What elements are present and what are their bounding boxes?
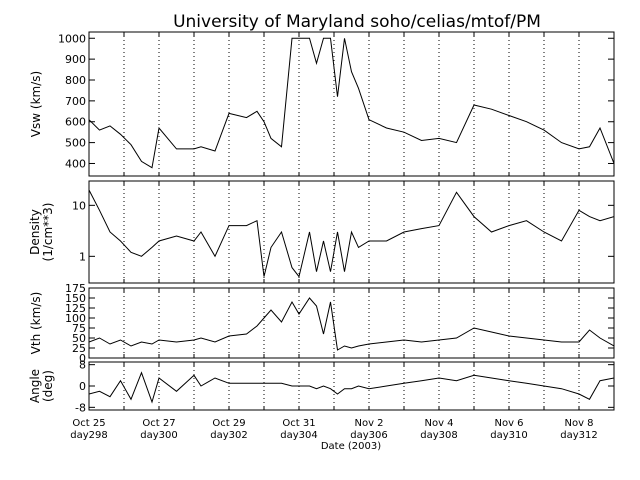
y-tick-label: 150 <box>65 292 86 305</box>
y-tick-label: 0 <box>79 352 86 365</box>
series-line <box>89 297 614 351</box>
panel-density: 1 10 Density (1/cm**3) <box>28 180 615 284</box>
x-tick-label: Nov 6 <box>494 418 523 429</box>
panel-frame <box>88 31 615 177</box>
y-axis-label: (1/cm**3) <box>41 203 55 262</box>
panel-angle: -8 0 8 Angle (deg) <box>28 359 615 414</box>
x-tick-label: Nov 8 <box>564 418 593 429</box>
y-tick-label: 25 <box>72 342 86 355</box>
x-tick-label: day312 <box>560 430 597 441</box>
x-tick-label: Oct 29 <box>212 418 245 429</box>
y-tick-label: 600 <box>65 116 86 129</box>
chart-title: University of Maryland soho/celias/mtof/… <box>173 12 541 32</box>
y-axis-label: (deg) <box>41 370 55 402</box>
y-tick-label: 50 <box>72 332 86 345</box>
x-tick-label: Nov 4 <box>424 418 453 429</box>
y-tick-label: 900 <box>65 53 86 66</box>
panel-vsw: 400 500 600 700 800 900 1000 Vsw (km/s) <box>29 31 615 177</box>
series-line <box>89 37 614 169</box>
y-tick-label: 400 <box>65 157 86 170</box>
y-tick-label: 500 <box>65 137 86 150</box>
y-tick-label: 700 <box>65 95 86 108</box>
y-axis-label: Density <box>28 209 42 255</box>
y-tick-label: 1 <box>79 250 86 263</box>
x-tick-label: Nov 2 <box>354 418 383 429</box>
y-tick-label: 100 <box>65 312 86 325</box>
x-tick-label: Oct 25 <box>72 418 105 429</box>
y-tick-label: 175 <box>65 282 86 295</box>
y-tick-label: 1000 <box>58 32 86 45</box>
y-axis-label: Vth (km/s) <box>29 292 43 355</box>
x-tick-label: day304 <box>280 430 317 441</box>
y-tick-label: 8 <box>79 359 86 372</box>
x-tick-label: day298 <box>70 430 107 441</box>
x-tick-label: day302 <box>210 430 247 441</box>
x-tick-label: day310 <box>490 430 527 441</box>
series-line <box>89 371 614 404</box>
y-axis-label: Vsw (km/s) <box>29 71 43 137</box>
y-axis-label: Angle <box>28 369 42 403</box>
panel-frame <box>88 287 615 359</box>
panel-frame <box>88 361 615 411</box>
x-axis-label: Date (2003) <box>321 441 381 452</box>
x-tick-label: Oct 27 <box>142 418 175 429</box>
y-tick-label: 10 <box>72 199 86 212</box>
y-tick-label: 800 <box>65 74 86 87</box>
y-tick-label: 0 <box>79 380 86 393</box>
x-tick-label: day300 <box>140 430 177 441</box>
x-tick-label: Oct 31 <box>282 418 315 429</box>
series-line <box>89 189 614 278</box>
y-tick-label: 75 <box>72 322 86 335</box>
y-tick-label: -8 <box>75 401 86 414</box>
panel-frame <box>88 180 615 284</box>
x-tick-label: day308 <box>420 430 457 441</box>
x-tick-label: day306 <box>350 430 387 441</box>
y-tick-label: 125 <box>65 302 86 315</box>
